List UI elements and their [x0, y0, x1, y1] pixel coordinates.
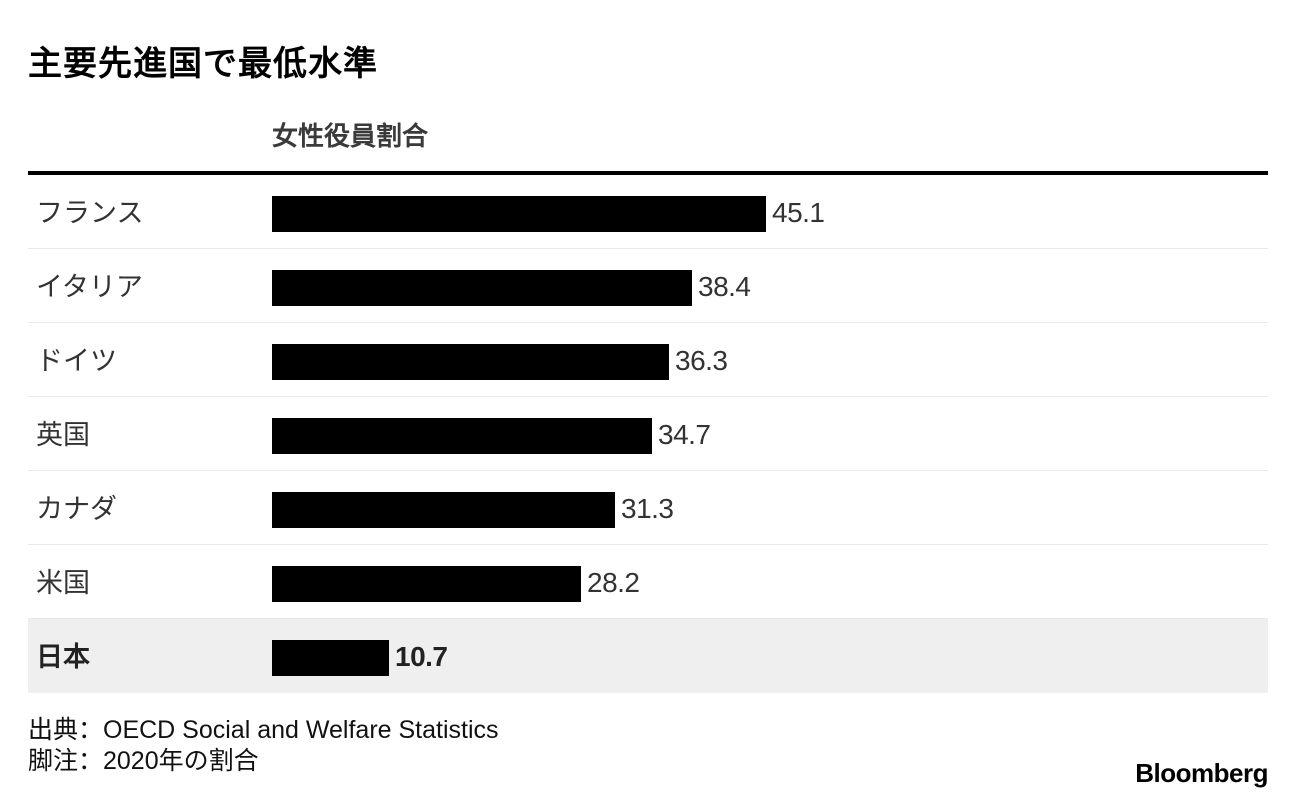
bar-row: 日本 10.7 [28, 619, 1268, 693]
bar-value-label: 45.1 [772, 197, 825, 228]
category-label: 日本 [36, 642, 90, 673]
bloomberg-logo: Bloomberg [1135, 758, 1268, 788]
bar-row: ドイツ 36.3 [28, 323, 1268, 397]
category-label: 米国 [36, 568, 90, 599]
bar-chart: フランス 45.1 イタリア 38.4 ドイツ 36.3 英国 34.7 カナダ 31.3 米国 28… [28, 175, 1268, 693]
footnote: 脚注：2020年の割合 [28, 747, 259, 775]
bar-row: カナダ 31.3 [28, 471, 1268, 545]
chart-title: 主要先進国で最低水準 [28, 44, 378, 84]
bar-value-label: 10.7 [395, 641, 448, 672]
bar-row: イタリア 38.4 [28, 249, 1268, 323]
bar-value-label: 34.7 [658, 419, 711, 450]
bar [272, 270, 692, 306]
bar [272, 196, 766, 232]
category-label: イタリア [36, 272, 143, 303]
bar [272, 492, 615, 528]
bar [272, 640, 389, 676]
bar-value-label: 38.4 [698, 271, 751, 302]
bar-row: 英国 34.7 [28, 397, 1268, 471]
bar [272, 566, 581, 602]
bar-row: フランス 45.1 [28, 175, 1268, 249]
bar [272, 418, 652, 454]
bar [272, 344, 669, 380]
category-label: 英国 [36, 420, 90, 451]
bar-value-label: 31.3 [621, 493, 674, 524]
bar-row: 米国 28.2 [28, 545, 1268, 619]
bar-value-label: 36.3 [675, 345, 728, 376]
column-header: 女性役員割合 [272, 122, 429, 152]
bar-value-label: 28.2 [587, 567, 640, 598]
header-rule [28, 171, 1268, 175]
category-label: カナダ [36, 494, 117, 525]
chart-footer: 出典：OECD Social and Welfare Statistics 脚注… [28, 715, 499, 777]
source-note: 出典：OECD Social and Welfare Statistics [28, 716, 499, 744]
category-label: ドイツ [36, 346, 117, 377]
category-label: フランス [36, 198, 144, 229]
